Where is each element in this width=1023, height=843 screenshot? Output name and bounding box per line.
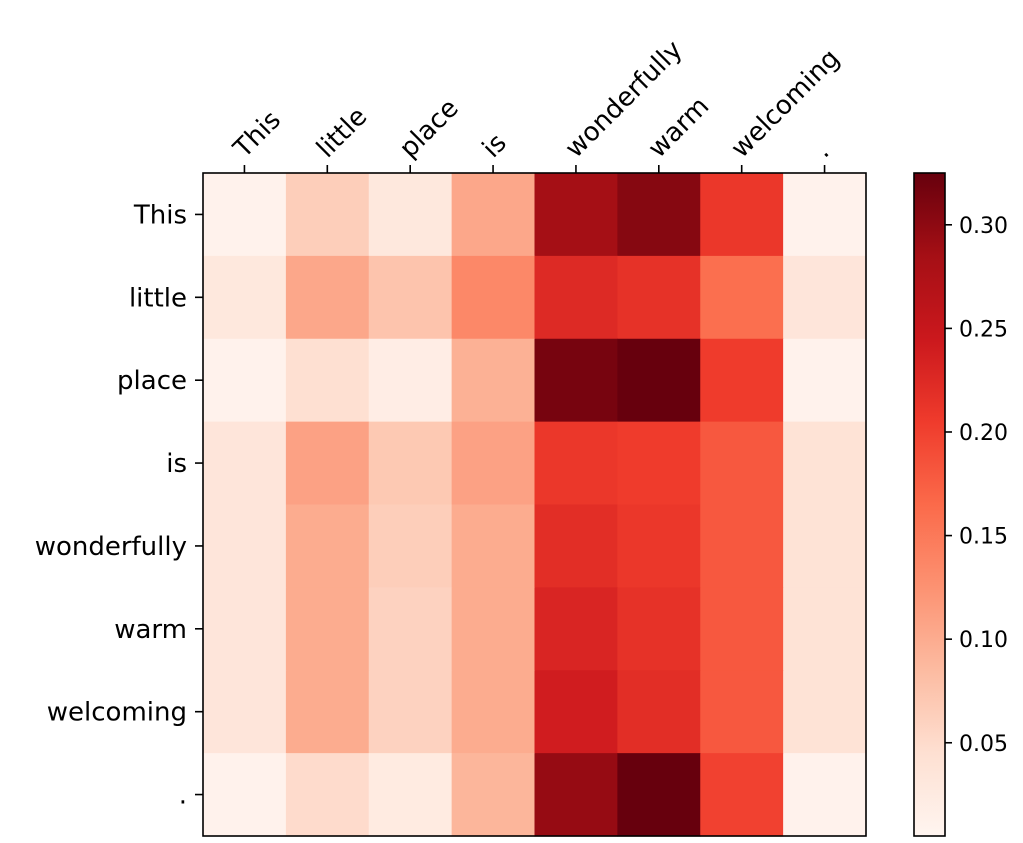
x-tick-label: This — [227, 105, 286, 164]
colorbar-tick-label: 0.15 — [959, 525, 1008, 550]
y-axis-left: This little place is wonderfully warm welcomin… — [35, 200, 203, 811]
heatmap-cell — [534, 587, 618, 671]
heatmap-cell — [451, 587, 536, 671]
x-tick-label: place — [394, 93, 465, 164]
y-tick-label: little — [129, 283, 187, 313]
heatmap-cell — [203, 670, 287, 754]
heatmap-cell — [451, 255, 536, 340]
heatmap-cell — [203, 587, 287, 671]
heatmap-cell — [617, 255, 701, 340]
heatmap-cell — [368, 421, 453, 506]
heatmap-cell — [368, 173, 453, 257]
y-tick-label: . — [179, 781, 187, 811]
colorbar-axis: 0.05 0.10 0.15 0.20 0.25 0.30 — [945, 214, 1008, 757]
heatmap-cell — [534, 338, 618, 423]
heatmap-cell — [534, 504, 618, 588]
x-tick-label: warm — [643, 91, 716, 164]
heatmap-cell — [203, 338, 287, 423]
y-tick-label: place — [117, 366, 187, 396]
x-tick-label: . — [808, 137, 835, 164]
heatmap-cells — [203, 173, 867, 837]
heatmap-cell — [368, 670, 453, 754]
heatmap-cell — [285, 753, 370, 837]
colorbar-tick-label: 0.25 — [959, 317, 1008, 342]
heatmap-cell — [534, 670, 618, 754]
y-tick-label: warm — [114, 615, 187, 645]
heatmap-cell — [700, 255, 784, 340]
y-tick-label: is — [166, 449, 187, 479]
heatmap-cell — [368, 753, 453, 837]
heatmap-cell — [617, 753, 701, 837]
y-tick-label: This — [133, 200, 187, 230]
heatmap-cell — [285, 338, 370, 423]
heatmap-cell — [203, 173, 287, 257]
x-tick-label: welcoming — [725, 44, 845, 164]
heatmap-cell — [700, 670, 784, 754]
heatmap-cell — [700, 753, 784, 837]
heatmap-cell — [617, 173, 701, 257]
heatmap-cell — [203, 255, 287, 340]
heatmap-cell — [700, 504, 784, 588]
heatmap-cell — [534, 753, 618, 837]
heatmap-cell — [203, 504, 287, 588]
colorbar-tick-label: 0.10 — [959, 628, 1008, 653]
heatmap-cell — [617, 587, 701, 671]
heatmap-cell — [783, 338, 867, 423]
heatmap-cell — [783, 504, 867, 588]
heatmap-cell — [617, 504, 701, 588]
heatmap-cell — [285, 587, 370, 671]
heatmap-cell — [617, 670, 701, 754]
heatmap-cell — [203, 753, 287, 837]
colorbar-tick-label: 0.05 — [959, 732, 1008, 757]
x-tick-label: little — [311, 102, 373, 164]
heatmap-cell — [451, 670, 536, 754]
heatmap-cell — [368, 255, 453, 340]
heatmap-cell — [285, 255, 370, 340]
heatmap-cell — [617, 421, 701, 506]
heatmap-cell — [203, 421, 287, 506]
y-tick-label: welcoming — [47, 698, 187, 728]
heatmap-cell — [617, 338, 701, 423]
heatmap-frame — [202, 172, 867, 837]
heatmap-cell — [534, 421, 618, 506]
heatmap-cell — [783, 753, 867, 837]
heatmap-cell — [783, 255, 867, 340]
heatmap-cell — [700, 338, 784, 423]
heatmap-cell — [534, 255, 618, 340]
colorbar-tick-label: 0.30 — [959, 214, 1008, 239]
heatmap-cell — [700, 587, 784, 671]
heatmap-cell — [451, 504, 536, 588]
y-tick-label: wonderfully — [35, 532, 187, 562]
heatmap-cell — [700, 173, 784, 257]
heatmap-cell — [451, 338, 536, 423]
heatmap-cell — [285, 173, 370, 257]
heatmap-cell — [783, 587, 867, 671]
heatmap-cell — [451, 753, 536, 837]
heatmap-cell — [368, 504, 453, 588]
heatmap-cell — [783, 421, 867, 506]
colorbar — [913, 172, 946, 837]
colorbar-tick-label: 0.20 — [959, 421, 1008, 446]
heatmap-cell — [285, 670, 370, 754]
x-tick-label: is — [477, 128, 513, 164]
heatmap-cell — [451, 421, 536, 506]
heatmap-cell — [451, 173, 536, 257]
heatmap-cell — [368, 587, 453, 671]
heatmap-cell — [783, 670, 867, 754]
heatmap-cell — [783, 173, 867, 257]
heatmap-cell — [700, 421, 784, 506]
heatmap-cell — [368, 338, 453, 423]
heatmap-cell — [285, 421, 370, 506]
heatmap-cell — [534, 173, 618, 257]
heatmap-cell — [285, 504, 370, 588]
